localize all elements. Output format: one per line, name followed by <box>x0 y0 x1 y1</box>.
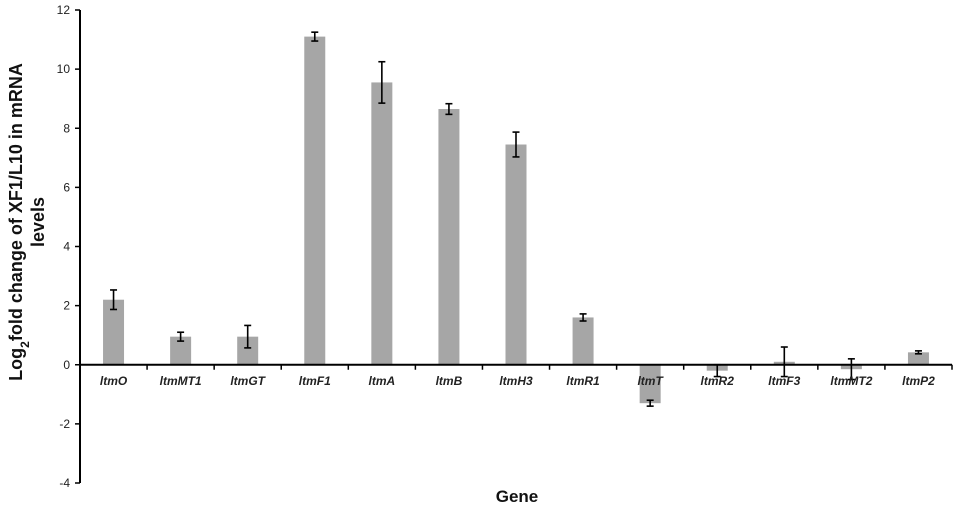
category-label: ltmP2 <box>902 374 935 388</box>
category-label: ltmO <box>100 374 128 388</box>
y-axis-title-line2: levels <box>28 197 48 247</box>
category-label: ltmA <box>369 374 396 388</box>
y-tick-label: 12 <box>57 3 71 17</box>
category-label: ltmF3 <box>768 374 800 388</box>
category-label: ltmGT <box>230 374 266 388</box>
x-axis-title: Gene <box>496 487 539 506</box>
y-axis-title-subscript: 2 <box>18 341 32 348</box>
category-label: ltmT <box>637 374 664 388</box>
category-label: ltmB <box>436 374 463 388</box>
bar-ltmR1 <box>572 317 594 365</box>
category-label: ltmF1 <box>299 374 331 388</box>
bar-ltmT <box>639 364 661 404</box>
bar-ltmH3 <box>505 144 527 365</box>
bars-layer <box>103 36 929 404</box>
labels-layer: -4 -2 0 2 4 6 8 10 12 ltmO ltmMT1 ltmGT ltmF1 ltmA ltm… <box>57 3 935 490</box>
y-tick-label: 10 <box>57 62 71 76</box>
bar-ltmB <box>438 109 460 365</box>
y-tick-label: 4 <box>63 240 70 254</box>
y-tick-label: -2 <box>59 417 70 431</box>
bar-ltmA <box>371 82 393 365</box>
y-axis-title: Log2fold change of XF1/L10 in mRNA <box>6 63 32 381</box>
bar-ltmO <box>103 299 125 365</box>
axes-layer <box>75 9 953 484</box>
category-label: ltmMT1 <box>160 374 202 388</box>
y-tick-label: 6 <box>63 180 70 194</box>
y-tick-label: -4 <box>59 476 70 490</box>
y-tick-label: 0 <box>63 358 70 372</box>
category-label: ltmH3 <box>499 374 533 388</box>
bar-ltmF1 <box>304 36 326 365</box>
y-tick-label: 2 <box>63 299 70 313</box>
y-axis-title-log: Log <box>6 348 26 381</box>
category-label: ltmR2 <box>701 374 735 388</box>
bar-ltmMT1 <box>170 336 192 365</box>
y-tick-label: 8 <box>63 121 70 135</box>
category-label: ltmR1 <box>566 374 600 388</box>
y-axis-title-rest: fold change of XF1/L10 in mRNA <box>6 63 26 341</box>
category-label: ltmMT2 <box>830 374 872 388</box>
bar-ltmGT <box>237 336 259 365</box>
bar-ltmP2 <box>907 352 929 365</box>
